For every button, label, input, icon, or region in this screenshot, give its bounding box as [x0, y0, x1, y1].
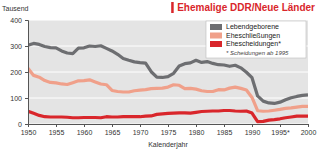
tick-mark [25, 72, 28, 73]
tick-mark [84, 124, 85, 127]
x-axis-title: Kalenderjahr [148, 141, 188, 149]
tick-label: 1950 [21, 129, 37, 136]
tick-label: 1985 [217, 129, 233, 136]
tick-mark [25, 124, 28, 125]
tick-mark [25, 20, 28, 21]
tick-label: 1955 [49, 129, 65, 136]
x-axis: 1950 1955 1960 1965 1970 1975 1980 1985 1990 1995… [21, 124, 317, 136]
grid-line [28, 20, 308, 21]
tick-label: 0 [18, 121, 22, 128]
series-line [28, 43, 308, 103]
tick-label: 1975 [161, 129, 177, 136]
title: Ehemalige DDR/Neue Länder [177, 2, 315, 13]
tick: 200 [10, 69, 28, 76]
y-axis-title: Tausend [2, 5, 29, 12]
tick-mark [25, 98, 28, 99]
tick-label: 2000 [301, 129, 317, 136]
tick-mark [252, 124, 253, 127]
chart: 0 100 200 300 400 1950 1955 1960 1965 1970 1975 198… [0, 0, 318, 150]
tick: 1950 [21, 124, 37, 136]
tick-label: 1970 [133, 129, 149, 136]
chart-container: 0 100 200 300 400 1950 1955 1960 1965 1970 1975 198… [0, 0, 318, 150]
series-line [28, 110, 308, 121]
tick-mark [25, 46, 28, 47]
tick-mark [196, 124, 197, 127]
series-line [28, 68, 308, 111]
legend-label: Ehescheidungen* [226, 40, 281, 48]
legend-swatch [210, 24, 222, 30]
tick-label: 300 [10, 43, 22, 50]
tick: 100 [10, 95, 28, 102]
legend-swatch [210, 41, 222, 47]
grid-line [28, 98, 308, 99]
y-axis: 0 100 200 300 400 [10, 17, 28, 128]
tick-mark [56, 124, 57, 127]
tick: 1955 [49, 124, 65, 136]
tick: 1995* [271, 124, 290, 136]
tick-label: 1965 [105, 129, 121, 136]
legend: LebendgeboreneEheschließungenEhescheidun… [206, 21, 306, 58]
tick-mark [280, 124, 281, 127]
tick-label: 1980 [189, 129, 205, 136]
tick: 1985 [217, 124, 233, 136]
tick-label: 100 [10, 95, 22, 102]
tick-label: 1960 [77, 129, 93, 136]
axis-line [25, 21, 29, 125]
legend-label: Eheschließungen [226, 32, 280, 40]
tick: 1990 [245, 124, 261, 136]
tick: 300 [10, 43, 28, 50]
tick-label: 200 [10, 69, 22, 76]
tick: 1965 [105, 124, 121, 136]
tick: 1970 [133, 124, 149, 136]
tick: 1960 [77, 124, 93, 136]
tick-mark [168, 124, 169, 127]
legend-swatch [210, 33, 222, 39]
tick: 2000 [301, 124, 317, 136]
plot-background [28, 20, 308, 124]
tick-mark [112, 124, 113, 127]
plot-marks [28, 43, 308, 121]
tick-mark [28, 124, 29, 127]
tick-label: 1990 [245, 129, 261, 136]
grid [28, 20, 308, 124]
grid-line [28, 72, 308, 73]
tick: 1975 [161, 124, 177, 136]
tick: 0 [18, 121, 28, 128]
tick: 1980 [189, 124, 205, 136]
legend-label: Lebendgeborene [226, 23, 279, 31]
tick-mark [140, 124, 141, 127]
axis-line [29, 125, 309, 128]
tick-mark [224, 124, 225, 127]
title-bar [171, 2, 174, 13]
tick-label: 400 [10, 17, 22, 24]
tick-mark [308, 124, 309, 127]
tick-label: 1995* [271, 129, 290, 136]
annotation: * Scheidungen ab 1995 [226, 50, 289, 56]
legend-box [206, 21, 306, 58]
tick: 400 [10, 17, 28, 24]
